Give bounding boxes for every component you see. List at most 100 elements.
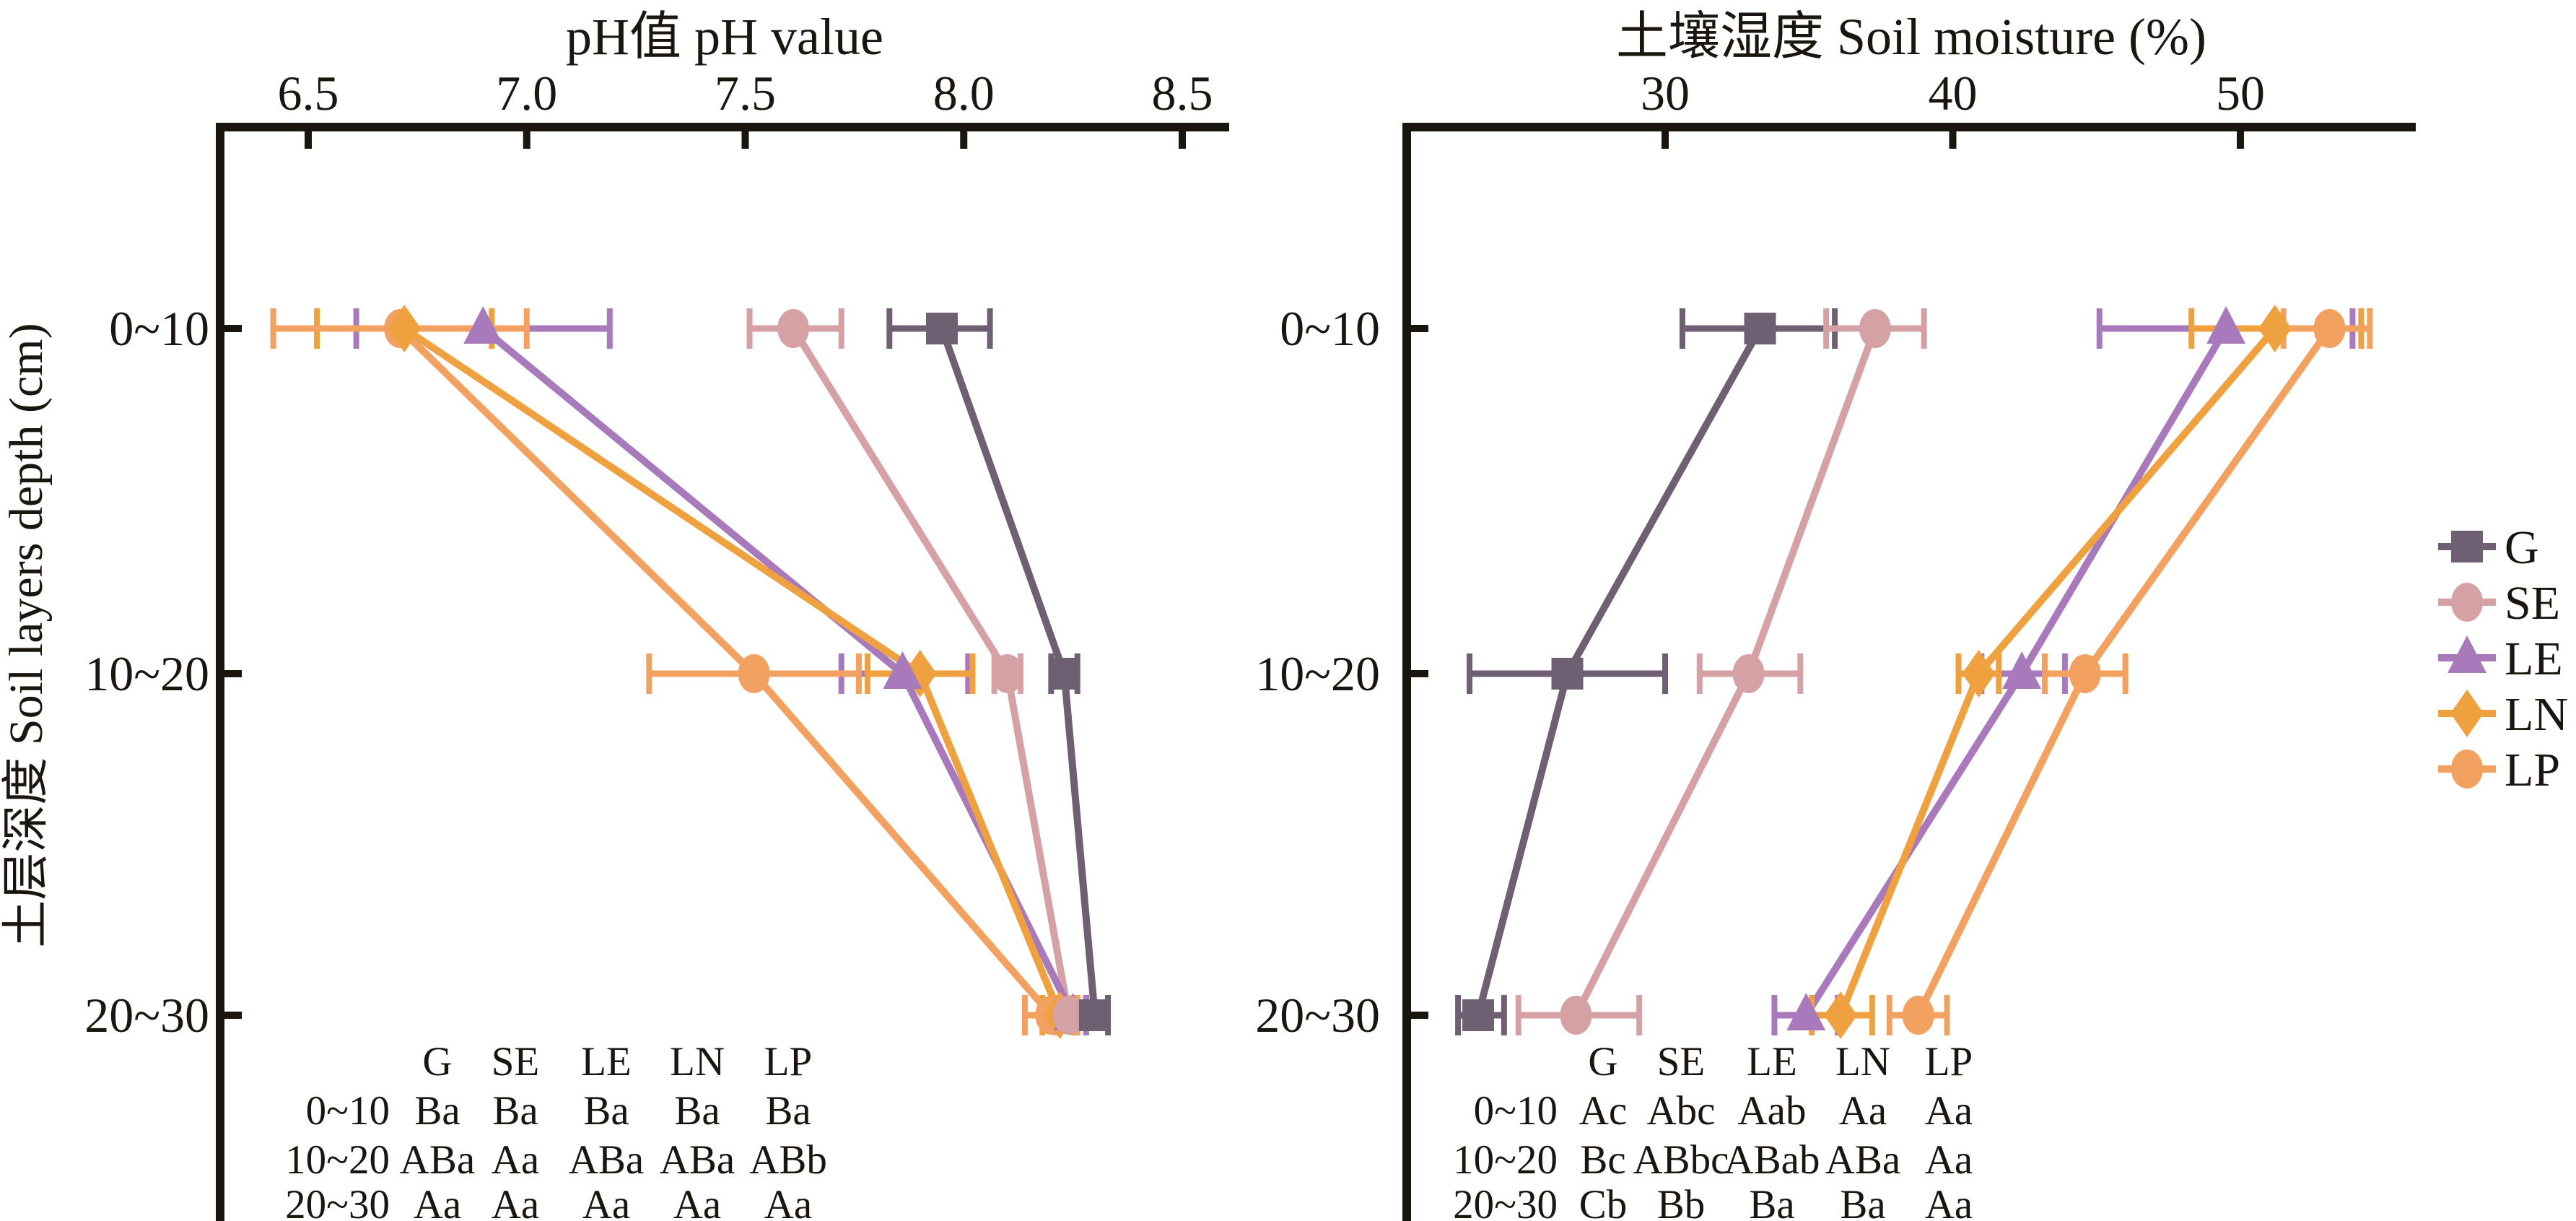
- sig-table-header: LE: [581, 1039, 632, 1085]
- sig-table-cell: ABa: [400, 1137, 475, 1183]
- x-tick-label: 30: [1641, 66, 1690, 121]
- marker-circle-LP: [1902, 996, 1934, 1035]
- series-markers-LE: [1786, 306, 2246, 1030]
- sig-table-depth: 20~30: [1453, 1182, 1558, 1221]
- legend-label: LP: [2505, 744, 2560, 796]
- depth-label: 0~10: [109, 301, 209, 356]
- sig-table-cell: Cb: [1579, 1182, 1628, 1221]
- depth-label: 0~10: [1280, 301, 1380, 356]
- marker-circle-LP: [738, 654, 770, 693]
- marker-square-G: [925, 313, 958, 344]
- marker-circle-SE: [1732, 654, 1765, 693]
- legend-circle-icon: [2451, 749, 2483, 788]
- sig-table-cell: Aa: [673, 1182, 721, 1221]
- x-axis-title: 土壤湿度 Soil moisture (%): [1616, 8, 2206, 66]
- sig-table-depth: 10~20: [285, 1137, 390, 1183]
- marker-square-G: [1744, 313, 1776, 344]
- marker-diamond-LN: [1824, 991, 1858, 1039]
- depth-label: 10~20: [1255, 646, 1380, 701]
- y-axis-title: 土层深度 Soil layers depth (cm): [0, 323, 53, 947]
- marker-triangle-LE: [2206, 306, 2246, 344]
- legend-diamond-icon: [2450, 690, 2484, 737]
- sig-table-cell: Aa: [582, 1182, 630, 1221]
- sig-table-cell: Ba: [1749, 1182, 1794, 1221]
- legend-triangle-icon: [2448, 635, 2487, 673]
- marker-diamond-LN: [1962, 650, 1996, 698]
- x-tick-label: 8.5: [1152, 66, 1213, 121]
- sig-table-cell: ABab: [1724, 1137, 1820, 1183]
- marker-circle-LP: [2069, 654, 2101, 693]
- sig-table-depth: 20~30: [285, 1182, 390, 1221]
- depth-label: 20~30: [84, 988, 209, 1043]
- sig-table-cell: ABa: [660, 1137, 735, 1183]
- sig-table-depth: 0~10: [306, 1088, 390, 1134]
- legend-circle-icon: [2451, 583, 2483, 622]
- sig-table-header: SE: [1657, 1039, 1706, 1085]
- legend-item-SE: SE: [2438, 577, 2560, 630]
- sig-table-header: LE: [1747, 1039, 1797, 1085]
- x-tick-label: 7.5: [715, 66, 776, 121]
- legend-item-LE: LE: [2438, 633, 2563, 685]
- sig-table-depth: 10~20: [1453, 1137, 1558, 1183]
- series-markers-SE: [1560, 309, 1891, 1035]
- x-tick-label: 50: [2216, 66, 2265, 121]
- marker-circle-SE: [1052, 996, 1085, 1035]
- series-markers-LP: [1902, 309, 2346, 1035]
- sig-table-cell: ABa: [569, 1137, 644, 1183]
- sig-table-cell: Ba: [765, 1088, 811, 1134]
- sig-table-cell: ABb: [749, 1137, 827, 1183]
- marker-square-G: [1551, 658, 1584, 690]
- sig-table-cell: Aa: [492, 1137, 539, 1183]
- sig-table-cell: Ac: [1579, 1088, 1627, 1134]
- sig-table-header: LP: [1925, 1039, 1973, 1085]
- sig-table-cell: Aa: [414, 1182, 461, 1221]
- sig-table-header: LP: [764, 1039, 813, 1085]
- marker-square-G: [1048, 658, 1080, 690]
- depth-label: 20~30: [1255, 988, 1380, 1043]
- depth-label: 10~20: [84, 646, 209, 701]
- marker-triangle-LE: [463, 306, 503, 344]
- marker-circle-LP: [2313, 309, 2346, 348]
- marker-circle-SE: [777, 309, 810, 348]
- sig-table-header: SE: [492, 1039, 540, 1085]
- marker-square-G: [1078, 999, 1111, 1031]
- x-tick-label: 7.0: [496, 66, 557, 121]
- legend-label: LE: [2505, 633, 2563, 685]
- legend-label: SE: [2505, 577, 2560, 630]
- x-axis-title: pH值 pH value: [566, 8, 883, 66]
- marker-circle-SE: [1560, 996, 1592, 1035]
- series-markers-G: [1462, 313, 1776, 1031]
- sig-table-cell: Aa: [1925, 1137, 1973, 1183]
- marker-diamond-LN: [2258, 305, 2292, 352]
- x-tick-label: 8.0: [933, 66, 995, 121]
- sig-table-cell: Bc: [1580, 1137, 1625, 1183]
- x-tick-label: 40: [1929, 66, 1978, 121]
- x-tick-label: 6.5: [278, 66, 339, 121]
- sig-table-cell: Ba: [492, 1088, 538, 1134]
- legend-label: G: [2505, 521, 2539, 574]
- marker-square-G: [1462, 999, 1494, 1031]
- legend-item-LN: LN: [2438, 688, 2568, 741]
- marker-diamond-LN: [388, 305, 422, 352]
- marker-triangle-LE: [883, 651, 922, 689]
- sig-table-cell: Aa: [1925, 1088, 1973, 1134]
- sig-table-cell: Aa: [492, 1182, 539, 1221]
- legend-item-G: G: [2438, 521, 2539, 574]
- sig-table-header: LN: [670, 1039, 725, 1085]
- sig-table-cell: ABbc: [1633, 1137, 1729, 1183]
- sig-table-cell: Abc: [1647, 1088, 1716, 1134]
- marker-circle-SE: [1859, 309, 1891, 348]
- sig-table-cell: Ba: [674, 1088, 720, 1134]
- marker-triangle-LE: [2002, 651, 2042, 689]
- sig-table-cell: Bb: [1657, 1182, 1706, 1221]
- series-markers-LN: [1824, 305, 2292, 1039]
- legend-square-icon: [2451, 531, 2483, 562]
- sig-table-header: G: [422, 1039, 452, 1085]
